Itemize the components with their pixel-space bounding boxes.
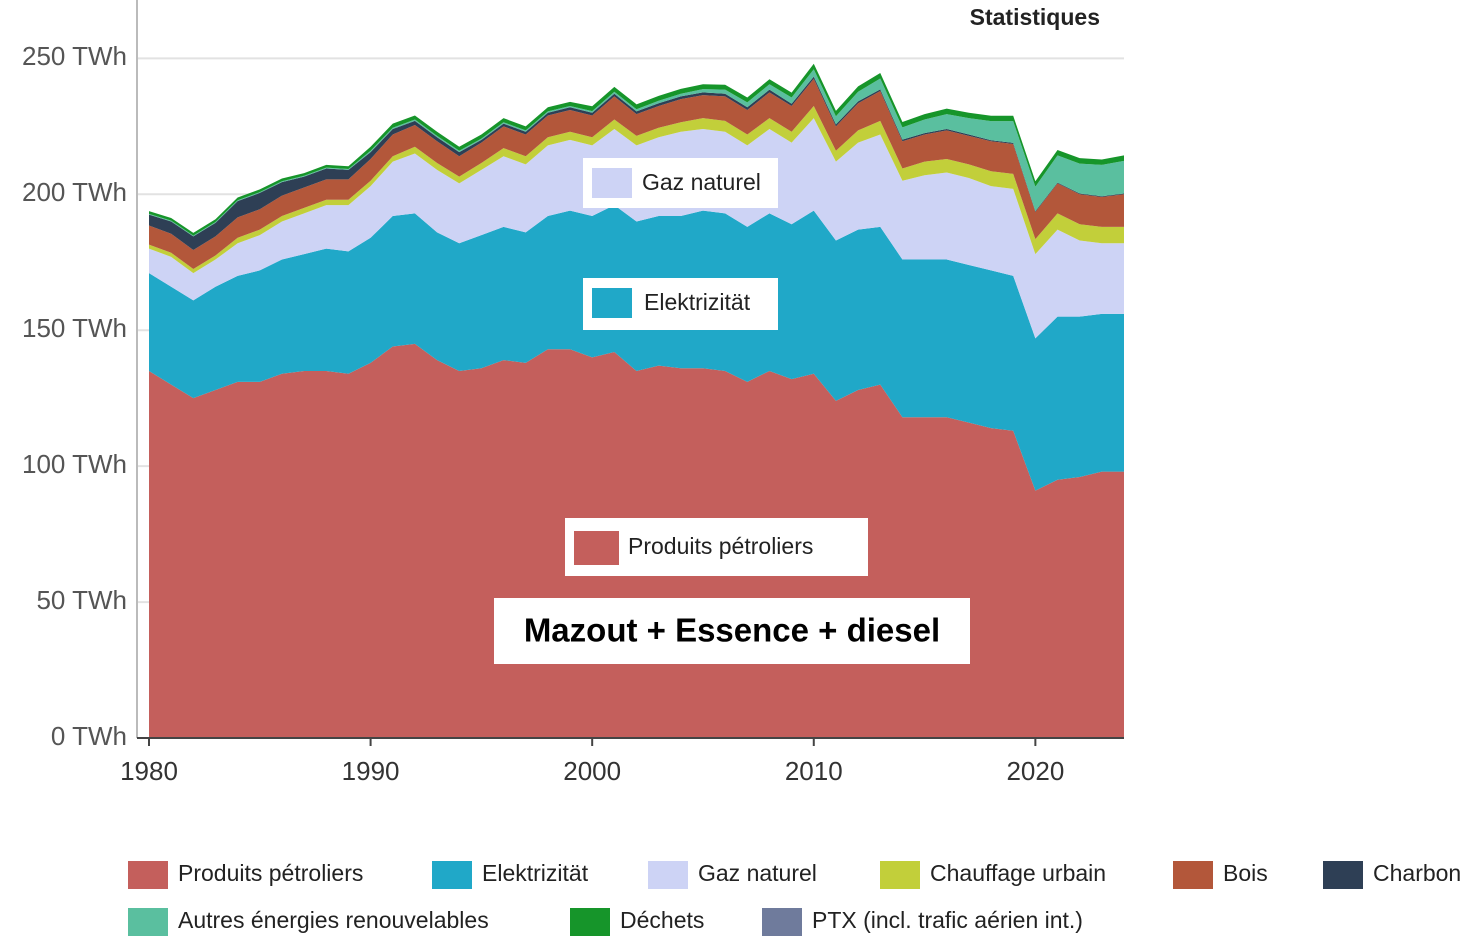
legend-label: Chauffage urbain [930, 860, 1106, 886]
legend-swatch [570, 908, 610, 936]
series-label: Elektrizität [644, 289, 751, 315]
x-tick-label: 2010 [785, 756, 843, 786]
legend-label: Elektrizität [482, 860, 589, 886]
legend-label: Produits pétroliers [178, 860, 363, 886]
y-tick-label: 100 TWh [22, 449, 127, 479]
area [149, 205, 1124, 491]
legend-label: Charbon [1373, 860, 1461, 886]
label-swatch [592, 168, 632, 198]
legend-swatch [1323, 861, 1363, 889]
area [149, 105, 1124, 274]
annotation: Mazout + Essence + diesel [524, 612, 940, 649]
x-tick-label: 1980 [120, 756, 178, 786]
x-tick-label: 1990 [342, 756, 400, 786]
label-swatch [574, 531, 619, 565]
legend-swatch [128, 908, 168, 936]
y-tick-label: 50 TWh [36, 585, 127, 615]
area [149, 118, 1124, 339]
chart-title: Statistiques [970, 4, 1100, 30]
legend-swatch [762, 908, 802, 936]
y-tick-label: 200 TWh [22, 177, 127, 207]
legend-label: Bois [1223, 860, 1268, 886]
legend-label: Déchets [620, 907, 704, 933]
x-tick-label: 2020 [1006, 756, 1064, 786]
label-swatch [592, 288, 632, 318]
plot-area: 0 TWh 50 TWh 100 TWh 150 TWh 200 TWh 250 TWh 1… [22, 0, 1124, 786]
y-tick-label: 0 TWh [51, 721, 127, 751]
legend-label: PTX (incl. trafic aérien int.) [812, 907, 1083, 933]
x-tick-label: 2000 [563, 756, 621, 786]
overlay: Gaz naturel Elektrizität Produits pétrol… [494, 158, 970, 664]
series-label: Produits pétroliers [628, 533, 813, 559]
legend-label: Gaz naturel [698, 860, 817, 886]
legend-swatch [128, 861, 168, 889]
area [149, 78, 1124, 270]
annotation-box [494, 598, 970, 664]
legend-swatch [648, 861, 688, 889]
legend-swatch [880, 861, 920, 889]
series-label: Gaz naturel [642, 169, 761, 195]
legend-swatch [1173, 861, 1213, 889]
y-tick-label: 150 TWh [22, 313, 127, 343]
legend-swatch [432, 861, 472, 889]
y-tick-label: 250 TWh [22, 41, 127, 71]
legend-label: Autres énergies renouvelables [178, 907, 489, 933]
